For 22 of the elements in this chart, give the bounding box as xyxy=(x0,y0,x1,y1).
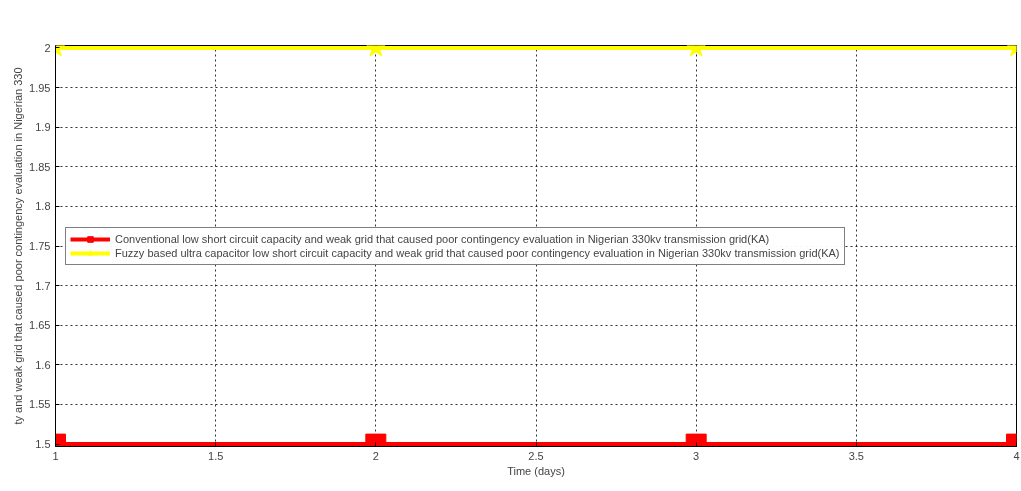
x-tick-label: 3.5 xyxy=(848,449,864,462)
x-tick-label: 4 xyxy=(1013,449,1020,462)
x-tick-label: 1 xyxy=(52,449,59,462)
x-axis-title: Time (days) xyxy=(507,464,565,477)
y-tick-label: 2 xyxy=(44,41,51,54)
y-tick-label: 1.5 xyxy=(35,438,51,451)
y-tick-label: 1.9 xyxy=(35,121,51,134)
y-tick-label: 1.85 xyxy=(29,160,51,173)
x-tick-label: 2.5 xyxy=(528,449,544,462)
x-tick-label: 3 xyxy=(693,449,700,462)
legend-label: Conventional low short circuit capacity and weak grid that caused poor contingency evaluation in Nigerian 330kv transmission grid(KA) xyxy=(115,231,770,246)
x-tick-label: 2 xyxy=(372,449,379,462)
x-tick-label: 1.5 xyxy=(208,449,224,462)
y-tick-label: 1.65 xyxy=(29,319,51,332)
y-axis-title: ty and weak grid that caused poor contingency evaluation in Nigerian 330 xyxy=(12,67,25,425)
y-tick-label: 1.6 xyxy=(35,358,51,371)
legend-label: Fuzzy based ultra capacitor low short circuit capacity and weak grid that caused poor contingency evaluation in Nigerian 330kv transmission grid(KA) xyxy=(115,245,840,260)
y-tick-label: 1.8 xyxy=(35,200,51,213)
y-tick-label: 1.95 xyxy=(29,81,51,94)
y-tick-label: 1.75 xyxy=(29,240,51,252)
y-tick-label: 1.7 xyxy=(35,279,51,292)
y-tick-label: 1.55 xyxy=(29,398,51,411)
